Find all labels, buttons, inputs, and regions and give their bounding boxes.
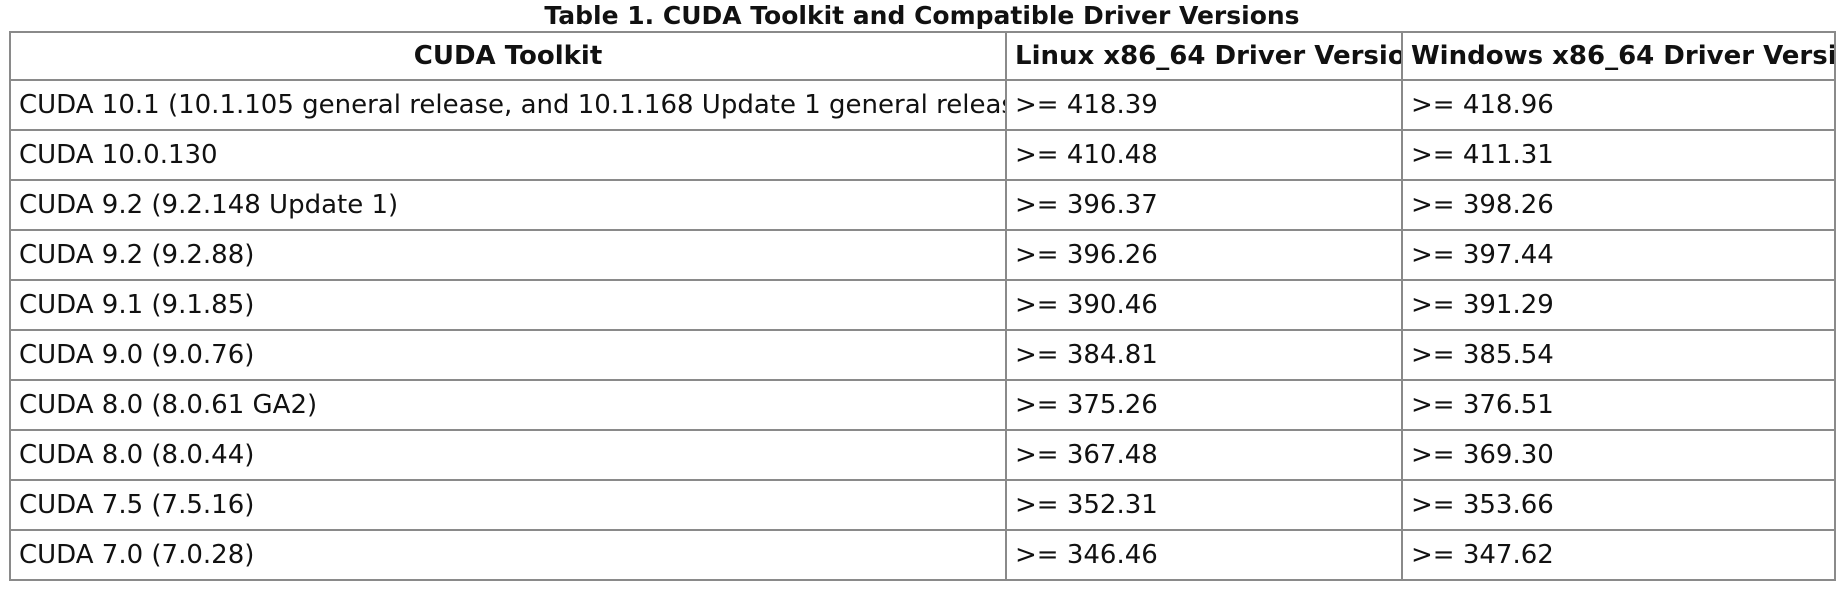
table-row: CUDA 8.0 (8.0.44) >= 367.48 >= 369.30 [9,429,1836,481]
header-linux-driver: Linux x86_64 Driver Version [1005,31,1403,81]
cell-linux-driver: >= 390.46 [1005,279,1403,331]
table-body: CUDA 10.1 (10.1.105 general release, and… [9,79,1836,581]
cell-linux-driver: >= 375.26 [1005,379,1403,431]
cell-windows-driver: >= 353.66 [1401,479,1836,531]
header-windows-driver: Windows x86_64 Driver Version [1401,31,1836,81]
cell-windows-driver: >= 385.54 [1401,329,1836,381]
cell-toolkit: CUDA 7.5 (7.5.16) [9,479,1007,531]
cell-windows-driver: >= 376.51 [1401,379,1836,431]
cell-linux-driver: >= 396.26 [1005,229,1403,281]
table-row: CUDA 10.0.130 >= 410.48 >= 411.31 [9,129,1836,181]
cell-toolkit: CUDA 8.0 (8.0.61 GA2) [9,379,1007,431]
table-row: CUDA 10.1 (10.1.105 general release, and… [9,79,1836,131]
cell-windows-driver: >= 418.96 [1401,79,1836,131]
cell-windows-driver: >= 398.26 [1401,179,1836,231]
table-header: CUDA Toolkit Linux x86_64 Driver Version… [9,31,1836,81]
table-row: CUDA 9.2 (9.2.88) >= 396.26 >= 397.44 [9,229,1836,281]
cell-linux-driver: >= 396.37 [1005,179,1403,231]
table-row: CUDA 7.5 (7.5.16) >= 352.31 >= 353.66 [9,479,1836,531]
cell-windows-driver: >= 347.62 [1401,529,1836,581]
cell-toolkit: CUDA 10.0.130 [9,129,1007,181]
cell-linux-driver: >= 410.48 [1005,129,1403,181]
cell-windows-driver: >= 397.44 [1401,229,1836,281]
cell-windows-driver: >= 411.31 [1401,129,1836,181]
cell-toolkit: CUDA 9.0 (9.0.76) [9,329,1007,381]
table-row: CUDA 9.2 (9.2.148 Update 1) >= 396.37 >=… [9,179,1836,231]
table-row: CUDA 9.0 (9.0.76) >= 384.81 >= 385.54 [9,329,1836,381]
cell-linux-driver: >= 346.46 [1005,529,1403,581]
header-row: CUDA Toolkit Linux x86_64 Driver Version… [9,31,1836,81]
cell-toolkit: CUDA 7.0 (7.0.28) [9,529,1007,581]
table-row: CUDA 9.1 (9.1.85) >= 390.46 >= 391.29 [9,279,1836,331]
cell-linux-driver: >= 367.48 [1005,429,1403,481]
cuda-driver-table: CUDA Toolkit Linux x86_64 Driver Version… [9,31,1836,581]
table-row: CUDA 7.0 (7.0.28) >= 346.46 >= 347.62 [9,529,1836,581]
table-row: CUDA 8.0 (8.0.61 GA2) >= 375.26 >= 376.5… [9,379,1836,431]
cell-toolkit: CUDA 10.1 (10.1.105 general release, and… [9,79,1007,131]
cell-toolkit: CUDA 9.2 (9.2.88) [9,229,1007,281]
cell-toolkit: CUDA 9.1 (9.1.85) [9,279,1007,331]
cell-linux-driver: >= 418.39 [1005,79,1403,131]
cell-windows-driver: >= 391.29 [1401,279,1836,331]
table-caption: Table 1. CUDA Toolkit and Compatible Dri… [544,1,1300,30]
cell-windows-driver: >= 369.30 [1401,429,1836,481]
cell-toolkit: CUDA 9.2 (9.2.148 Update 1) [9,179,1007,231]
cell-linux-driver: >= 352.31 [1005,479,1403,531]
cell-toolkit: CUDA 8.0 (8.0.44) [9,429,1007,481]
cell-linux-driver: >= 384.81 [1005,329,1403,381]
header-cuda-toolkit: CUDA Toolkit [9,31,1007,81]
